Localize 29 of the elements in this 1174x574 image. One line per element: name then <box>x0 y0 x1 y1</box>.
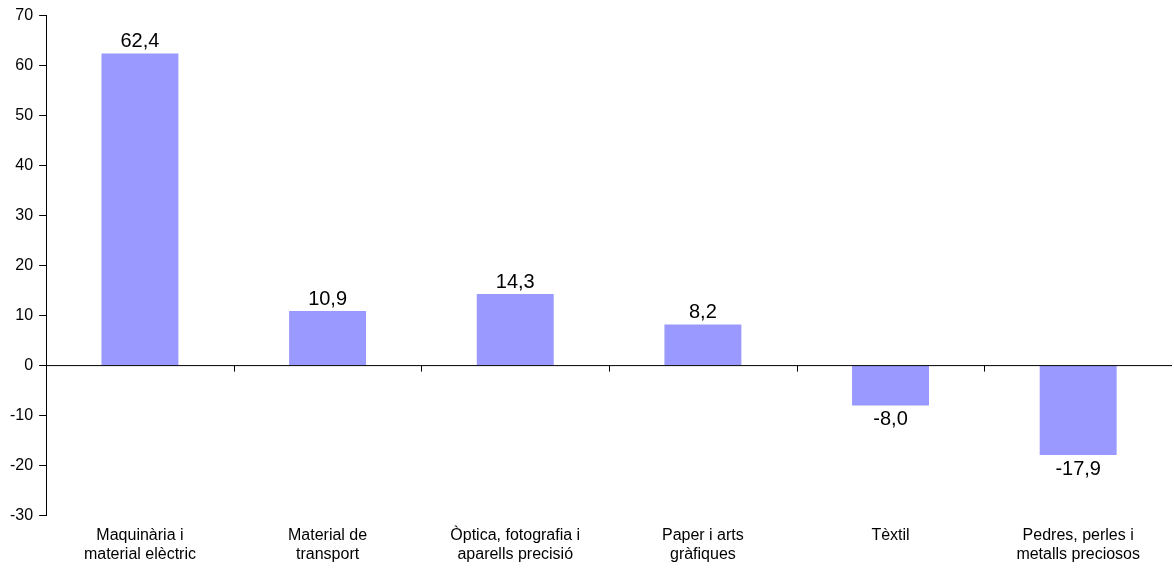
data-label: 14,3 <box>495 269 535 292</box>
y-tick-label: 0 <box>24 356 34 374</box>
bar <box>101 53 179 366</box>
y-tick-label: -10 <box>10 406 34 424</box>
y-tick-label: 30 <box>15 206 34 224</box>
data-label: 8,2 <box>688 300 717 323</box>
x-tick-label: Paper i arts gràfiques <box>661 525 744 562</box>
y-tick-label: -30 <box>10 506 34 524</box>
bar <box>852 366 929 406</box>
y-tick-label: 70 <box>15 6 34 24</box>
bar <box>664 324 742 366</box>
bar <box>1039 366 1117 456</box>
bar <box>476 294 554 366</box>
x-tick-label: Maquinària i material elèctric <box>83 525 196 562</box>
bar <box>289 311 367 366</box>
y-tick-label: 50 <box>15 106 34 124</box>
data-label: 10,9 <box>308 286 348 309</box>
x-tick-label: Tèxtil <box>871 525 910 543</box>
y-tick-label: 10 <box>15 306 34 324</box>
y-tick-label: 60 <box>15 56 34 74</box>
data-label: -8,0 <box>873 407 908 430</box>
y-tick-label: 20 <box>15 256 34 274</box>
y-tick-label: 40 <box>15 156 34 174</box>
y-tick-label: -20 <box>10 456 34 474</box>
x-tick-label: Òptica, fotografia i aparells precisió <box>450 524 581 562</box>
data-label: 62,4 <box>120 29 160 52</box>
x-tick-label: Material de transport <box>288 525 368 562</box>
data-label: -17,9 <box>1055 456 1101 479</box>
x-tick-label: Pedres, perles i metalls preciosos <box>1016 525 1140 562</box>
